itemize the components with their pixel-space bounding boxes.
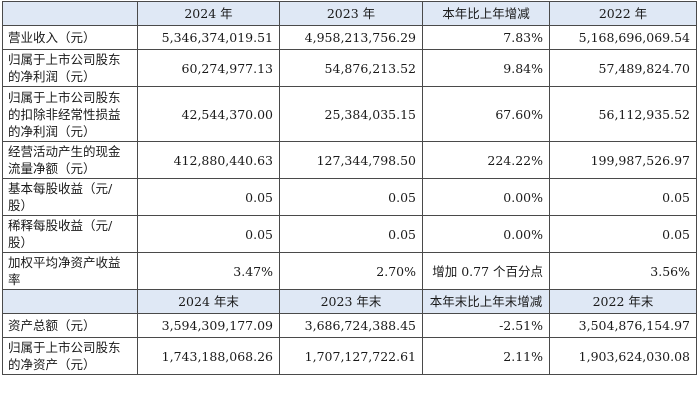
cell-2023: 127,344,798.50 [279, 141, 423, 179]
table-row-revenue: 营业收入（元） 5,346,374,019.51 4,958,213,756.2… [2, 25, 697, 50]
header-2024-end: 2024 年末 [137, 289, 280, 314]
cell-2023: 0.05 [279, 178, 423, 216]
table-row-net-assets: 归属于上市公司股东 的净资产（元） 1,743,188,068.26 1,707… [2, 337, 697, 375]
cell-2024: 60,274,977.13 [137, 49, 280, 87]
cell-2023: 4,958,213,756.29 [279, 25, 423, 50]
table-row-basic-eps: 基本每股收益（元/ 股） 0.05 0.05 0.00% 0.05 [2, 178, 697, 216]
cell-2022: 57,489,824.70 [549, 49, 697, 87]
header-2024: 2024 年 [137, 1, 280, 26]
cell-2024-end: 1,743,188,068.26 [137, 337, 280, 375]
row-label: 营业收入（元） [2, 25, 138, 50]
header-row-annual: 2024 年 2023 年 本年比上年增减 2022 年 [2, 1, 697, 26]
row-label: 经营活动产生的现金 流量净额（元） [2, 141, 138, 179]
cell-2022: 56,112,935.52 [549, 86, 697, 142]
cell-2022-end: 1,903,624,030.08 [549, 337, 697, 375]
cell-2024: 412,880,440.63 [137, 141, 280, 179]
cell-change: 0.00% [422, 178, 550, 216]
table-row-total-assets: 资产总额（元） 3,594,309,177.09 3,686,724,388.4… [2, 313, 697, 338]
financial-summary-table: 2024 年 2023 年 本年比上年增减 2022 年 营业收入（元） 5,3… [2, 1, 697, 375]
cell-2023: 2.70% [279, 252, 423, 290]
cell-2024-end: 3,594,309,177.09 [137, 313, 280, 338]
cell-2023: 0.05 [279, 215, 423, 253]
cell-change: 67.60% [422, 86, 550, 142]
cell-change-end: 2.11% [422, 337, 550, 375]
cell-change: 0.00% [422, 215, 550, 253]
cell-2022: 199,987,526.97 [549, 141, 697, 179]
header-2023: 2023 年 [279, 1, 423, 26]
cell-change: 增加 0.77 个百分点 [422, 252, 550, 290]
row-label: 基本每股收益（元/ 股） [2, 178, 138, 216]
cell-2024: 0.05 [137, 215, 280, 253]
cell-2022: 0.05 [549, 178, 697, 216]
row-label: 归属于上市公司股东 的净利润（元） [2, 49, 138, 87]
cell-2024: 3.47% [137, 252, 280, 290]
table-row-operating-cash-flow: 经营活动产生的现金 流量净额（元） 412,880,440.63 127,344… [2, 141, 697, 179]
cell-change: 9.84% [422, 49, 550, 87]
header-change-end: 本年末比上年末增减 [422, 289, 550, 314]
cell-2023: 25,384,035.15 [279, 86, 423, 142]
cell-2023-end: 1,707,127,722.61 [279, 337, 423, 375]
cell-2022-end: 3,504,876,154.97 [549, 313, 697, 338]
cell-change: 224.22% [422, 141, 550, 179]
row-label: 归属于上市公司股东 的净资产（元） [2, 337, 138, 375]
header-change: 本年比上年增减 [422, 1, 550, 26]
header-blank-cell [2, 289, 138, 314]
cell-change: 7.83% [422, 25, 550, 50]
header-row-year-end: 2024 年末 2023 年末 本年末比上年末增减 2022 年末 [2, 289, 697, 314]
header-2022: 2022 年 [549, 1, 697, 26]
header-2023-end: 2023 年末 [279, 289, 423, 314]
row-label: 归属于上市公司股东 的扣除非经常性损益 的净利润（元） [2, 86, 138, 142]
table-row-net-profit-deducted: 归属于上市公司股东 的扣除非经常性损益 的净利润（元） 42,544,370.0… [2, 86, 697, 142]
cell-2024: 0.05 [137, 178, 280, 216]
table-row-weighted-roe: 加权平均净资产收益 率 3.47% 2.70% 增加 0.77 个百分点 3.5… [2, 252, 697, 290]
header-blank-cell [2, 1, 138, 26]
header-2022-end: 2022 年末 [549, 289, 697, 314]
cell-2023: 54,876,213.52 [279, 49, 423, 87]
table-row-diluted-eps: 稀释每股收益（元/ 股） 0.05 0.05 0.00% 0.05 [2, 215, 697, 253]
cell-2023-end: 3,686,724,388.45 [279, 313, 423, 338]
table-row-net-profit: 归属于上市公司股东 的净利润（元） 60,274,977.13 54,876,2… [2, 49, 697, 87]
cell-2024: 5,346,374,019.51 [137, 25, 280, 50]
cell-2022: 5,168,696,069.54 [549, 25, 697, 50]
row-label: 加权平均净资产收益 率 [2, 252, 138, 290]
cell-2024: 42,544,370.00 [137, 86, 280, 142]
cell-2022: 3.56% [549, 252, 697, 290]
cell-change-end: -2.51% [422, 313, 550, 338]
cell-2022: 0.05 [549, 215, 697, 253]
row-label: 稀释每股收益（元/ 股） [2, 215, 138, 253]
row-label: 资产总额（元） [2, 313, 138, 338]
